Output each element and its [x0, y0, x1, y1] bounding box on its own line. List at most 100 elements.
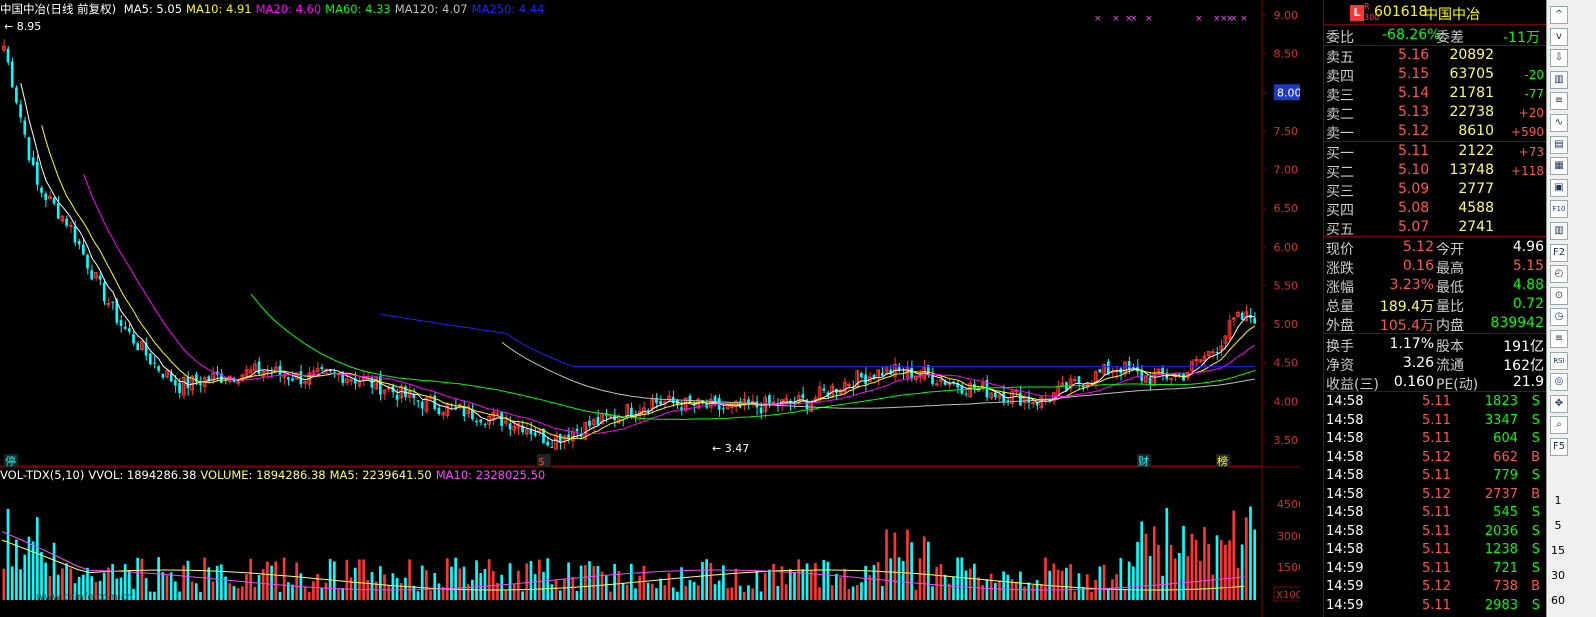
event-marker-cai[interactable]: [1137, 454, 1151, 467]
volume-bar: [15, 539, 18, 600]
volume-bar: [809, 570, 813, 600]
event-marker-mid[interactable]: [537, 454, 551, 467]
toolbar-button[interactable]: ✥: [1550, 394, 1568, 413]
ask-row[interactable]: 卖四 5.15 63705 -20: [1324, 65, 1546, 85]
ask-row[interactable]: 卖二 5.13 22738 +20: [1324, 103, 1546, 123]
tick-row[interactable]: 14:59 5.12 738 B: [1324, 578, 1546, 596]
tick-row[interactable]: 14:58 5.11 545 S: [1324, 504, 1546, 522]
toolbar-button[interactable]: ▥: [1550, 70, 1568, 89]
candle-body: [650, 399, 655, 410]
divider: [1324, 24, 1546, 25]
period-button[interactable]: 5: [1554, 519, 1562, 532]
volume-bar: [998, 580, 1001, 600]
tick-row[interactable]: 14:58 5.11 3347 S: [1324, 412, 1546, 430]
price-axis-label: 3.50: [1274, 434, 1299, 447]
toolbar-button[interactable]: ◎: [1550, 373, 1568, 392]
toolbar-button[interactable]: F10: [1550, 200, 1568, 219]
candle-body: [60, 215, 65, 222]
toolbar-button[interactable]: v: [1550, 27, 1568, 46]
tick-row[interactable]: 14:59 5.11 2983 S: [1324, 597, 1546, 615]
volume-bar: [31, 541, 35, 600]
toolbar-button[interactable]: ◴: [1550, 265, 1568, 284]
toolbar-button[interactable]: ⇩: [1550, 49, 1568, 68]
moving-average-line: [20, 83, 1256, 444]
tick-row[interactable]: 14:58 5.12 2737 B: [1324, 486, 1546, 504]
toolbar-button[interactable]: F2: [1550, 243, 1568, 262]
volume-bar: [169, 572, 173, 600]
level-change: +73: [1518, 145, 1544, 159]
toolbar-button[interactable]: ▦: [1550, 157, 1568, 176]
candle-body: [2, 45, 6, 51]
tick-row[interactable]: 14:58 5.11 2036 S: [1324, 523, 1546, 541]
ratio-row: 委比 -68.26% 委差 -11万: [1324, 26, 1546, 46]
candle-body: [174, 380, 177, 386]
kline-chart-svg[interactable]: 9.00 8.50 8.00 7.50 7.00 6.50 6.00 5.50 5.00 4.50…: [0, 0, 1300, 617]
toolbar-button[interactable]: ≡: [1550, 92, 1568, 111]
kline-chart-area[interactable]: 9.00 8.50 8.00 7.50 7.00 6.50 6.00 5.50 5.00 4.50…: [0, 0, 1300, 617]
volume-bar: [119, 577, 123, 600]
tick-row[interactable]: 14:58 5.11 1238 S: [1324, 541, 1546, 559]
tick-price: 5.11: [1422, 542, 1451, 557]
event-marker-left[interactable]: [4, 454, 18, 467]
level-label: 卖二: [1326, 107, 1354, 123]
volume-bar: [542, 571, 545, 600]
candle-body: [144, 342, 148, 356]
volume-bar: [228, 583, 232, 600]
bid-row[interactable]: 买四 5.08 4588: [1324, 199, 1546, 219]
toolbar-button[interactable]: ⌕: [1550, 416, 1568, 435]
toolbar-button[interactable]: ⊙: [1550, 286, 1568, 305]
period-button[interactable]: 60: [1551, 594, 1565, 607]
level-change: +20: [1518, 106, 1544, 120]
tick-row[interactable]: 14:58 5.11 779 S: [1324, 467, 1546, 485]
volume-bar: [408, 559, 411, 600]
toolbar-button[interactable]: ◷: [1550, 308, 1568, 327]
bid-row[interactable]: 买一 5.11 2122 +73: [1324, 142, 1546, 162]
volume-chart-legend: VOL-TDX(5,10) VVOL: 1894286.38 VOLUME: 189…: [0, 468, 549, 484]
moving-average-line: [380, 313, 1255, 368]
price-axis-label: 5.00: [1274, 318, 1299, 331]
event-marker-bang[interactable]: [1216, 454, 1230, 467]
bid-row[interactable]: 买五 5.07 2741: [1324, 218, 1546, 238]
period-button[interactable]: 30: [1551, 569, 1565, 582]
ask-row[interactable]: 卖五 5.16 20892: [1324, 46, 1546, 66]
level-label: 卖四: [1326, 69, 1354, 85]
candle-body: [1048, 398, 1052, 402]
volume-bar: [466, 584, 470, 600]
toolbar-button[interactable]: ≡: [1550, 330, 1568, 348]
ask-row[interactable]: 卖一 5.12 8610 +590: [1324, 122, 1546, 142]
toolbar-button[interactable]: ∿: [1550, 114, 1568, 132]
toolbar-button[interactable]: RSI: [1550, 351, 1568, 370]
toolbar-button[interactable]: F5: [1550, 438, 1568, 456]
candle-body: [1098, 369, 1102, 373]
candle-body: [102, 282, 106, 302]
volume-bar: [487, 559, 491, 600]
toolbar-button[interactable]: ^: [1550, 6, 1568, 24]
bid-row[interactable]: 买三 5.09 2777: [1324, 180, 1546, 200]
period-button[interactable]: 1: [1554, 494, 1562, 507]
candle-body: [646, 410, 650, 412]
period-button[interactable]: 15: [1551, 544, 1565, 557]
volume-bar: [358, 559, 361, 600]
tick-row[interactable]: 14:58 5.11 604 S: [1324, 430, 1546, 448]
bid-row[interactable]: 买二 5.10 13748 +118: [1324, 161, 1546, 181]
candle-body: [529, 429, 533, 435]
volume-bar: [634, 588, 637, 600]
level-price: 5.11: [1398, 143, 1430, 159]
tick-row[interactable]: 14:59 5.11 721 S: [1324, 560, 1546, 578]
toolbar-button[interactable]: ▥: [1550, 222, 1568, 240]
tick-row[interactable]: 14:58 5.11 1823 S: [1324, 393, 1546, 411]
toolbar-button[interactable]: ▣: [1550, 178, 1568, 197]
volume-bar: [931, 586, 934, 600]
volume-bar: [73, 583, 77, 600]
volume-bar: [558, 590, 562, 600]
tick-volume: 1238: [1484, 542, 1518, 557]
volume-bar: [286, 582, 290, 600]
volume-bar: [993, 583, 997, 600]
moving-average-line: [250, 293, 1256, 421]
toolbar-button[interactable]: ▤: [1550, 135, 1568, 154]
volume-bar: [512, 583, 516, 600]
volume-bar: [1224, 544, 1227, 600]
volume-bar: [98, 580, 102, 600]
tick-row[interactable]: 14:58 5.12 662 B: [1324, 449, 1546, 467]
ask-row[interactable]: 卖三 5.14 21781 -77: [1324, 84, 1546, 104]
